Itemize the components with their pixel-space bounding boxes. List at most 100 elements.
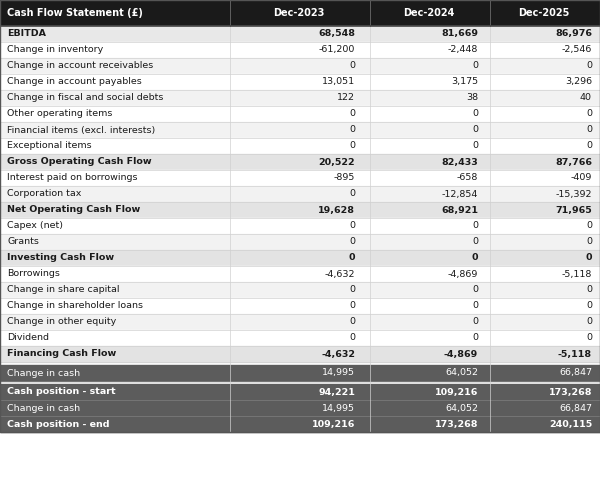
Text: 0: 0 bbox=[586, 125, 592, 134]
Bar bbox=[0, 122, 600, 138]
Text: 0: 0 bbox=[472, 221, 478, 231]
Text: Cash position - end: Cash position - end bbox=[7, 419, 110, 428]
Text: Corporation tax: Corporation tax bbox=[7, 190, 82, 199]
Text: EBITDA: EBITDA bbox=[7, 30, 46, 39]
Bar bbox=[0, 282, 600, 298]
Text: -15,392: -15,392 bbox=[556, 190, 592, 199]
Bar bbox=[0, 416, 600, 432]
Text: 0: 0 bbox=[472, 253, 478, 262]
Text: Change in inventory: Change in inventory bbox=[7, 45, 103, 54]
Bar bbox=[0, 202, 600, 218]
Text: 0: 0 bbox=[586, 141, 592, 151]
Text: 0: 0 bbox=[586, 238, 592, 247]
Bar bbox=[0, 106, 600, 122]
Text: Change in cash: Change in cash bbox=[7, 369, 80, 377]
Text: 64,052: 64,052 bbox=[445, 404, 478, 412]
Text: 0: 0 bbox=[472, 141, 478, 151]
Text: 0: 0 bbox=[349, 221, 355, 231]
Text: 0: 0 bbox=[349, 301, 355, 311]
Text: -4,632: -4,632 bbox=[321, 349, 355, 359]
Bar bbox=[0, 58, 600, 74]
Text: 0: 0 bbox=[472, 125, 478, 134]
Bar bbox=[0, 314, 600, 330]
Bar bbox=[0, 0, 600, 26]
Text: 0: 0 bbox=[586, 110, 592, 119]
Bar bbox=[0, 330, 600, 346]
Text: 0: 0 bbox=[586, 286, 592, 294]
Text: Interest paid on borrowings: Interest paid on borrowings bbox=[7, 173, 137, 182]
Text: 0: 0 bbox=[349, 253, 355, 262]
Text: 0: 0 bbox=[586, 221, 592, 231]
Text: Other operating items: Other operating items bbox=[7, 110, 112, 119]
Text: 109,216: 109,216 bbox=[311, 419, 355, 428]
Text: Change in shareholder loans: Change in shareholder loans bbox=[7, 301, 143, 311]
Text: 81,669: 81,669 bbox=[441, 30, 478, 39]
Text: Dec-2024: Dec-2024 bbox=[403, 8, 455, 18]
Text: Change in account receivables: Change in account receivables bbox=[7, 61, 153, 71]
Bar bbox=[0, 74, 600, 90]
Text: Gross Operating Cash Flow: Gross Operating Cash Flow bbox=[7, 158, 152, 166]
Text: -2,448: -2,448 bbox=[448, 45, 478, 54]
Text: -5,118: -5,118 bbox=[562, 270, 592, 279]
Text: 0: 0 bbox=[472, 333, 478, 342]
Text: 68,548: 68,548 bbox=[318, 30, 355, 39]
Bar bbox=[0, 400, 600, 416]
Bar bbox=[0, 154, 600, 170]
Text: Financing Cash Flow: Financing Cash Flow bbox=[7, 349, 116, 359]
Text: 0: 0 bbox=[472, 110, 478, 119]
Text: Change in other equity: Change in other equity bbox=[7, 318, 116, 327]
Text: -895: -895 bbox=[334, 173, 355, 182]
Text: 66,847: 66,847 bbox=[559, 369, 592, 377]
Text: 109,216: 109,216 bbox=[434, 387, 478, 397]
Text: 64,052: 64,052 bbox=[445, 369, 478, 377]
Bar bbox=[0, 26, 600, 42]
Text: 0: 0 bbox=[586, 253, 592, 262]
Text: Exceptional items: Exceptional items bbox=[7, 141, 92, 151]
Text: 13,051: 13,051 bbox=[322, 78, 355, 86]
Bar bbox=[0, 346, 600, 362]
Text: 38: 38 bbox=[466, 93, 478, 102]
Text: 122: 122 bbox=[337, 93, 355, 102]
Bar bbox=[0, 365, 600, 381]
Text: 0: 0 bbox=[472, 301, 478, 311]
Text: -658: -658 bbox=[457, 173, 478, 182]
Text: Cash position - start: Cash position - start bbox=[7, 387, 116, 397]
Text: 19,628: 19,628 bbox=[318, 206, 355, 214]
Text: Change in fiscal and social debts: Change in fiscal and social debts bbox=[7, 93, 163, 102]
Text: Net Operating Cash Flow: Net Operating Cash Flow bbox=[7, 206, 140, 214]
Text: Dec-2025: Dec-2025 bbox=[518, 8, 569, 18]
Text: 0: 0 bbox=[349, 238, 355, 247]
Text: 0: 0 bbox=[349, 286, 355, 294]
Text: Dividend: Dividend bbox=[7, 333, 49, 342]
Text: Grants: Grants bbox=[7, 238, 39, 247]
Bar bbox=[0, 42, 600, 58]
Text: 0: 0 bbox=[472, 286, 478, 294]
Text: 82,433: 82,433 bbox=[441, 158, 478, 166]
Bar bbox=[0, 266, 600, 282]
Text: -4,869: -4,869 bbox=[448, 270, 478, 279]
Bar bbox=[0, 298, 600, 314]
Text: 0: 0 bbox=[586, 318, 592, 327]
Text: 0: 0 bbox=[349, 333, 355, 342]
Text: 0: 0 bbox=[472, 238, 478, 247]
Text: 0: 0 bbox=[349, 125, 355, 134]
Text: -409: -409 bbox=[571, 173, 592, 182]
Text: 173,268: 173,268 bbox=[434, 419, 478, 428]
Text: 0: 0 bbox=[586, 333, 592, 342]
Text: Change in cash: Change in cash bbox=[7, 404, 80, 412]
Text: 40: 40 bbox=[580, 93, 592, 102]
Bar bbox=[0, 384, 600, 400]
Bar bbox=[0, 186, 600, 202]
Bar bbox=[0, 432, 600, 494]
Bar bbox=[0, 0, 600, 432]
Text: -2,546: -2,546 bbox=[562, 45, 592, 54]
Text: -5,118: -5,118 bbox=[558, 349, 592, 359]
Text: 94,221: 94,221 bbox=[318, 387, 355, 397]
Text: 0: 0 bbox=[472, 318, 478, 327]
Text: 173,268: 173,268 bbox=[548, 387, 592, 397]
Text: 0: 0 bbox=[472, 61, 478, 71]
Text: -12,854: -12,854 bbox=[442, 190, 478, 199]
Text: 3,296: 3,296 bbox=[565, 78, 592, 86]
Text: Capex (net): Capex (net) bbox=[7, 221, 63, 231]
Text: -61,200: -61,200 bbox=[319, 45, 355, 54]
